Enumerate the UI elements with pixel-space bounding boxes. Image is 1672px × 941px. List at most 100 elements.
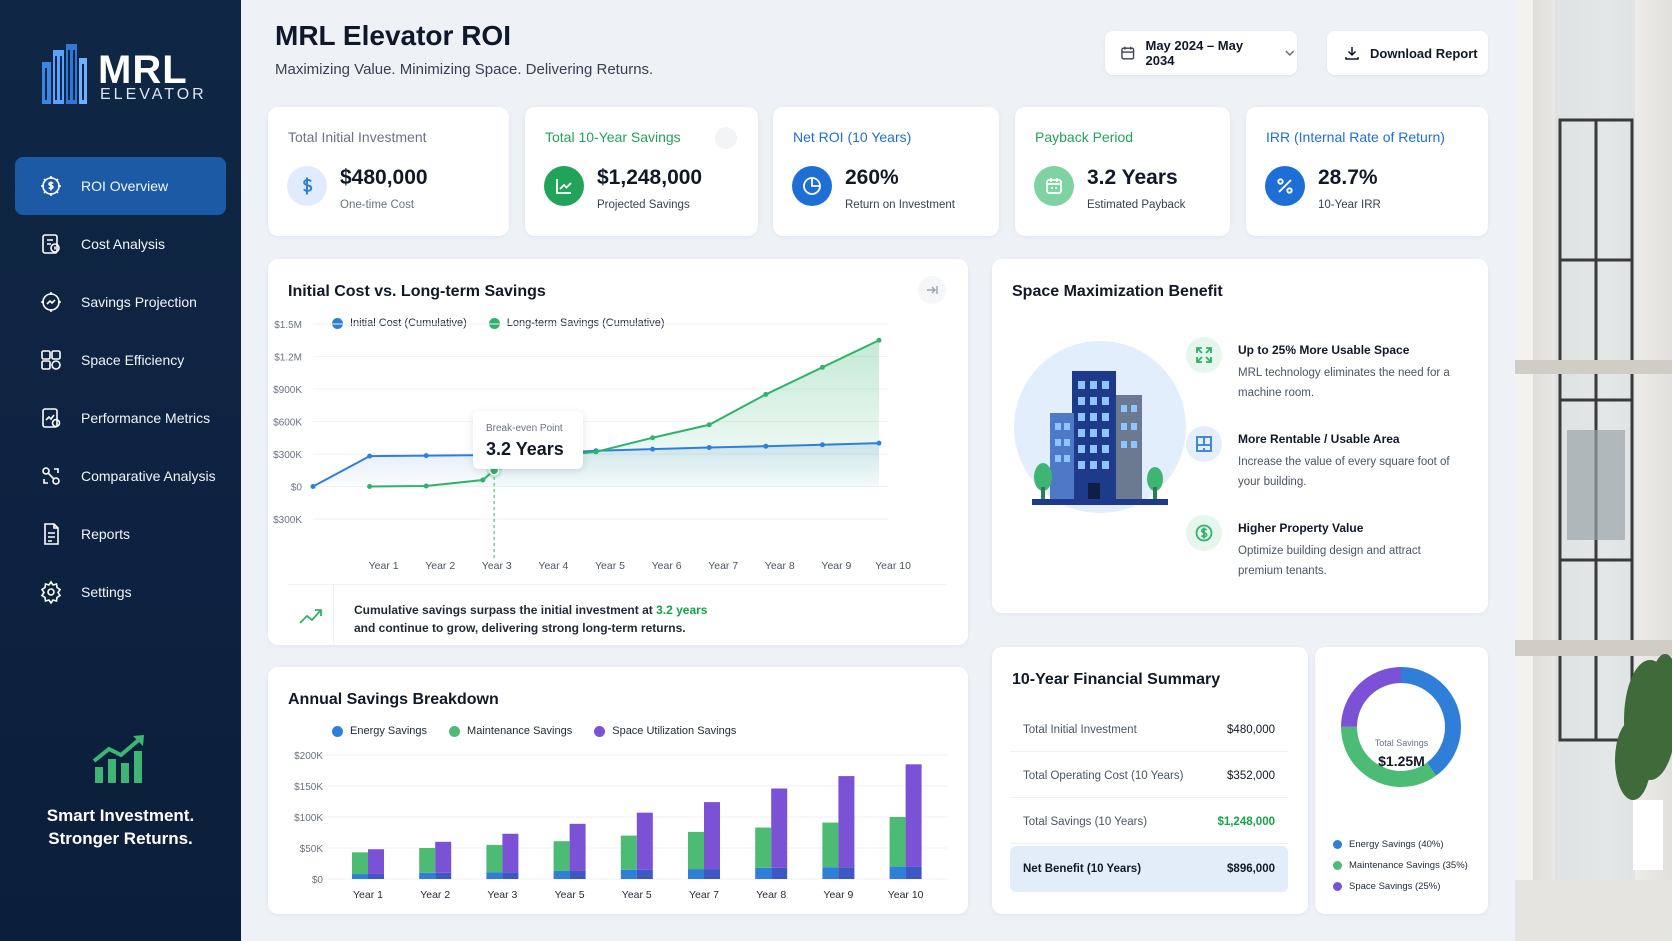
savings-donut-chart [1341,667,1461,787]
sidebar-item-cost-analysis[interactable]: Cost Analysis [15,215,226,273]
maintenance-bar [822,822,839,868]
donut-legend-item: Energy Savings (40%) [1333,839,1444,850]
expand-icon[interactable] [918,276,946,304]
savings-point [480,477,486,483]
sidebar-item-space-efficiency[interactable]: Space Efficiency [15,331,226,389]
annual-savings-card: Annual Savings Breakdown Energy Savings … [268,667,968,914]
x-tick-label: Year 7 [689,889,719,901]
cost-vs-savings-card: Initial Cost vs. Long-term Savings Initi… [268,259,968,647]
savings-point [650,435,656,441]
legend-label: Energy Savings (40%) [1349,839,1444,850]
cost-point [367,453,373,459]
trend-line-icon [288,585,334,647]
date-range-picker[interactable]: May 2024 – May 2034 [1105,31,1297,75]
space-bar [636,812,653,870]
x-tick-label: Year 9 [823,889,853,901]
maintenance-bar [553,841,570,871]
sidebar-item-savings-projection[interactable]: Savings Projection [15,273,226,331]
kpi-label: Net ROI (10 Years) [793,129,912,145]
legend-item: Maintenance Savings [449,725,572,737]
sidebar-item-comparative-analysis[interactable]: Comparative Analysis [15,447,226,505]
benefit-desc: MRL technology eliminates the need for a… [1238,367,1450,399]
y-tick-label: $200K [294,751,323,762]
sidebar-item-label: Cost Analysis [81,236,166,252]
sidebar-nav: ROI Overview Cost Analysis Savings Proje… [15,157,226,621]
benefit-desc: Increase the value of every square foot … [1238,456,1450,488]
kpi-value: $1,248,000 [597,166,703,189]
chevron-down-icon [1284,50,1294,56]
financial-row-value: $1,248,000 [1217,815,1275,828]
building-illustration-icon [1014,341,1186,513]
energy-bar [636,869,653,879]
brand-name: MRL [98,48,188,92]
space-bar [435,841,452,873]
x-tick-label: Year 10 [875,560,911,572]
cost-analysis-icon [42,234,60,254]
space-title: Space Maximization Benefit [1012,283,1223,300]
kpi-sub: Projected Savings [597,199,690,211]
energy-bar [352,874,368,879]
benefit-title: Up to 25% More Usable Space [1238,343,1410,357]
financial-summary-card: 10-Year Financial Summary Total Initial … [992,647,1308,914]
energy-bar [569,870,586,879]
savings-projection-icon [41,292,61,312]
space-benefit-card: Space Maximization Benefit Up to 25 [992,259,1488,613]
cost-chart-title: Initial Cost vs. Long-term Savings [288,283,546,300]
tagline-line-1: Smart Investment. [46,806,195,825]
benefit-title: Higher Property Value [1238,521,1364,535]
annual-legend: Energy Savings Maintenance Savings Space… [332,725,758,737]
maintenance-bar [486,844,503,873]
sidebar-item-performance-metrics[interactable]: Performance Metrics [15,389,226,447]
y-tick-label: $50K [300,844,324,855]
savings-point [367,484,373,489]
download-report-label: Download Report [1370,45,1478,61]
kpi-payback-period: Payback Period 3.2 Years Estimated Payba… [1015,107,1230,236]
kpi-total-savings: Total 10-Year Savings $1,248,000 Project… [525,107,758,236]
net-benefit-label: Net Benefit (10 Years) [1023,863,1142,875]
sidebar-item-settings[interactable]: Settings [15,563,226,621]
calendar-icon [1121,46,1135,60]
donut-slice [1341,667,1461,787]
legend-label: Space Savings (25%) [1349,881,1441,892]
legend-label: Energy Savings [350,725,428,737]
sidebar-item-roi-overview[interactable]: ROI Overview [15,157,226,215]
cost-savings-line-chart: $1.5M $1.2M $900K $600K $300K $0 $300K Year 1 Ye… [273,320,911,572]
x-tick-label: Year 6 [652,560,682,572]
download-report-button[interactable]: Download Report [1327,31,1488,75]
donut-legend-item: Space Savings (25%) [1333,881,1440,892]
cost-point [310,484,316,489]
y-tick-label: $300K [273,450,302,461]
legend-item: Initial Cost (Cumulative) [332,317,467,329]
financial-title: 10-Year Financial Summary [1012,671,1221,688]
x-tick-label: Year 8 [756,889,786,901]
legend-label: Space Utilization Savings [612,725,737,737]
legend-item: Long-term Savings (Cumulative) [488,317,665,329]
kpi-sub: Return on Investment [845,199,955,211]
expand-arrows-icon [1186,337,1222,373]
energy-bar [620,869,637,879]
space-bar [838,776,855,868]
maintenance-bar [889,817,906,867]
sidebar-item-label: Settings [81,584,132,600]
legend-dot [488,317,500,329]
kpi-label: Total Initial Investment [288,129,427,145]
maintenance-bar [688,831,704,870]
savings-point [876,337,882,343]
kpi-irr: IRR (Internal Rate of Return) 28.7% 10-Y… [1246,107,1488,236]
energy-bar [905,866,922,879]
sidebar-item-reports[interactable]: Reports [15,505,226,563]
legend-dot [1333,861,1342,870]
kpi-value: 28.7% [1318,166,1378,189]
info-icon[interactable] [715,127,737,149]
kpi-net-roi: Net ROI (10 Years) 260% Return on Invest… [773,107,999,236]
cost-point [650,446,656,452]
percent-icon [1265,166,1305,206]
energy-bar [553,870,570,879]
page-subtitle: Maximizing Value. Minimizing Space. Deli… [275,61,654,78]
y-tick-label: $600K [273,418,302,429]
kpi-sub: One-time Cost [340,199,415,211]
sidebar-item-label: Reports [81,526,131,542]
x-tick-label: Year 5 [555,889,585,901]
trend-up-icon [544,166,584,206]
maintenance-bar [352,852,368,875]
